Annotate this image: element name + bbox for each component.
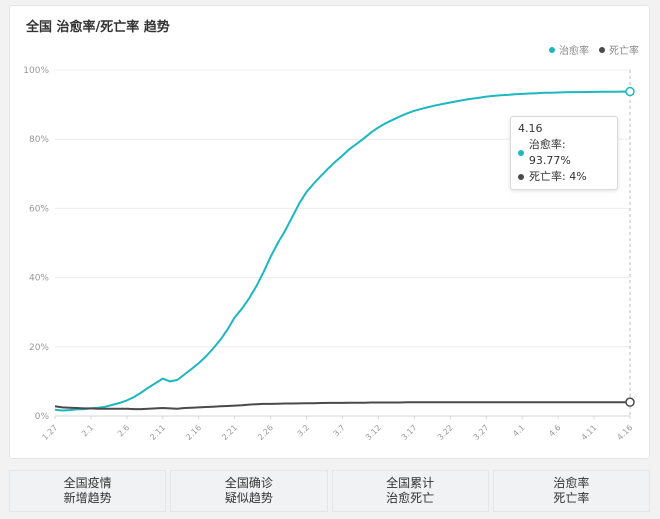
legend-item-cure[interactable]: 治愈率 (549, 42, 589, 57)
x-tick-label: 4.1 (511, 423, 526, 438)
x-tick-label: 2.1 (80, 423, 95, 438)
tab-cumulative-cure-death[interactable]: 全国累计 治愈死亡 (331, 470, 489, 512)
x-tick-label: 2.6 (116, 423, 131, 438)
x-tick-label: 3.27 (472, 423, 491, 442)
cure-rate-line (54, 90, 630, 412)
legend-label-cure: 治愈率 (559, 46, 589, 57)
x-tick-label: 3.2 (296, 423, 311, 438)
x-tick-label: 2.26 (256, 423, 275, 442)
tooltip-label-cure: 治愈率: 93.77% (528, 138, 571, 167)
death-rate-end-point (625, 397, 635, 407)
tab-confirmed-suspected[interactable]: 全国确诊 疑似趋势 (170, 470, 328, 512)
chart-card: 全国 治愈率/死亡率 趋势 治愈率 死亡率 0% 20% 40% 60% 80% 100%… (9, 5, 650, 459)
tab-label-line1: 全国累计 (386, 476, 435, 490)
y-tick-label: 100% (23, 66, 49, 76)
x-tick-label: 4.16 (615, 423, 634, 442)
y-tick-label: 40% (29, 274, 49, 284)
legend-dot-cure (549, 46, 555, 53)
x-tick-label: 2.11 (148, 423, 167, 442)
cure-rate-end-point (625, 86, 635, 97)
tooltip-row-cure: 治愈率: 93.77% (518, 137, 610, 169)
tooltip-row-death: 死亡率: 4% (518, 169, 610, 185)
x-tick-label: 2.16 (184, 423, 203, 442)
legend-dot-death (599, 46, 605, 53)
x-tick-label: 3.22 (436, 423, 455, 442)
chart-tooltip: 4.16 治愈率: 93.77% 死亡率: 4% (510, 116, 618, 190)
x-tick-label: 4.11 (580, 423, 599, 442)
tab-label-line2: 疑似趋势 (224, 491, 273, 505)
tab-new-trend[interactable]: 全国疫情 新增趋势 (9, 470, 167, 512)
y-tick-label: 20% (29, 343, 49, 353)
tooltip-date: 4.16 (518, 122, 543, 135)
x-tick-label: 2.21 (220, 423, 239, 442)
death-rate-line (54, 401, 630, 411)
y-tick-label: 80% (29, 135, 49, 145)
x-tick-label: 3.7 (332, 423, 347, 438)
tab-cure-death-rate[interactable]: 治愈率 死亡率 (492, 470, 650, 512)
tab-label-line1: 全国确诊 (224, 476, 273, 490)
chart-title: 全国 治愈率/死亡率 趋势 (26, 20, 170, 35)
tab-label-line2: 新增趋势 (63, 491, 112, 505)
legend-item-death[interactable]: 死亡率 (599, 42, 639, 57)
tab-label-line2: 死亡率 (553, 491, 590, 505)
y-tick-label: 60% (29, 204, 49, 214)
x-tick-label: 1.27 (40, 423, 59, 442)
tooltip-label-death: 死亡率: 4% (529, 170, 587, 183)
tab-bar: 全国疫情 新增趋势 全国确诊 疑似趋势 全国累计 治愈死亡 治愈率 死亡率 (9, 470, 650, 512)
x-tick-label: 3.17 (400, 423, 419, 442)
line-chart[interactable]: 0% 20% 40% 60% 80% 100% 1.27 2.1 2.6 2.11 2.16 2.21… (10, 6, 649, 458)
legend-label-death: 死亡率 (609, 46, 639, 57)
tab-label-line2: 治愈死亡 (386, 491, 435, 505)
x-tick-label: 4.6 (547, 423, 562, 438)
tooltip-dot-cure (518, 150, 524, 156)
y-tick-label: 0% (35, 412, 50, 422)
tooltip-dot-death (518, 174, 524, 180)
tab-label-line1: 全国疫情 (63, 476, 112, 490)
x-tick-label: 3.12 (364, 423, 383, 442)
chart-legend: 治愈率 死亡率 (549, 42, 639, 57)
tab-label-line1: 治愈率 (553, 476, 590, 490)
